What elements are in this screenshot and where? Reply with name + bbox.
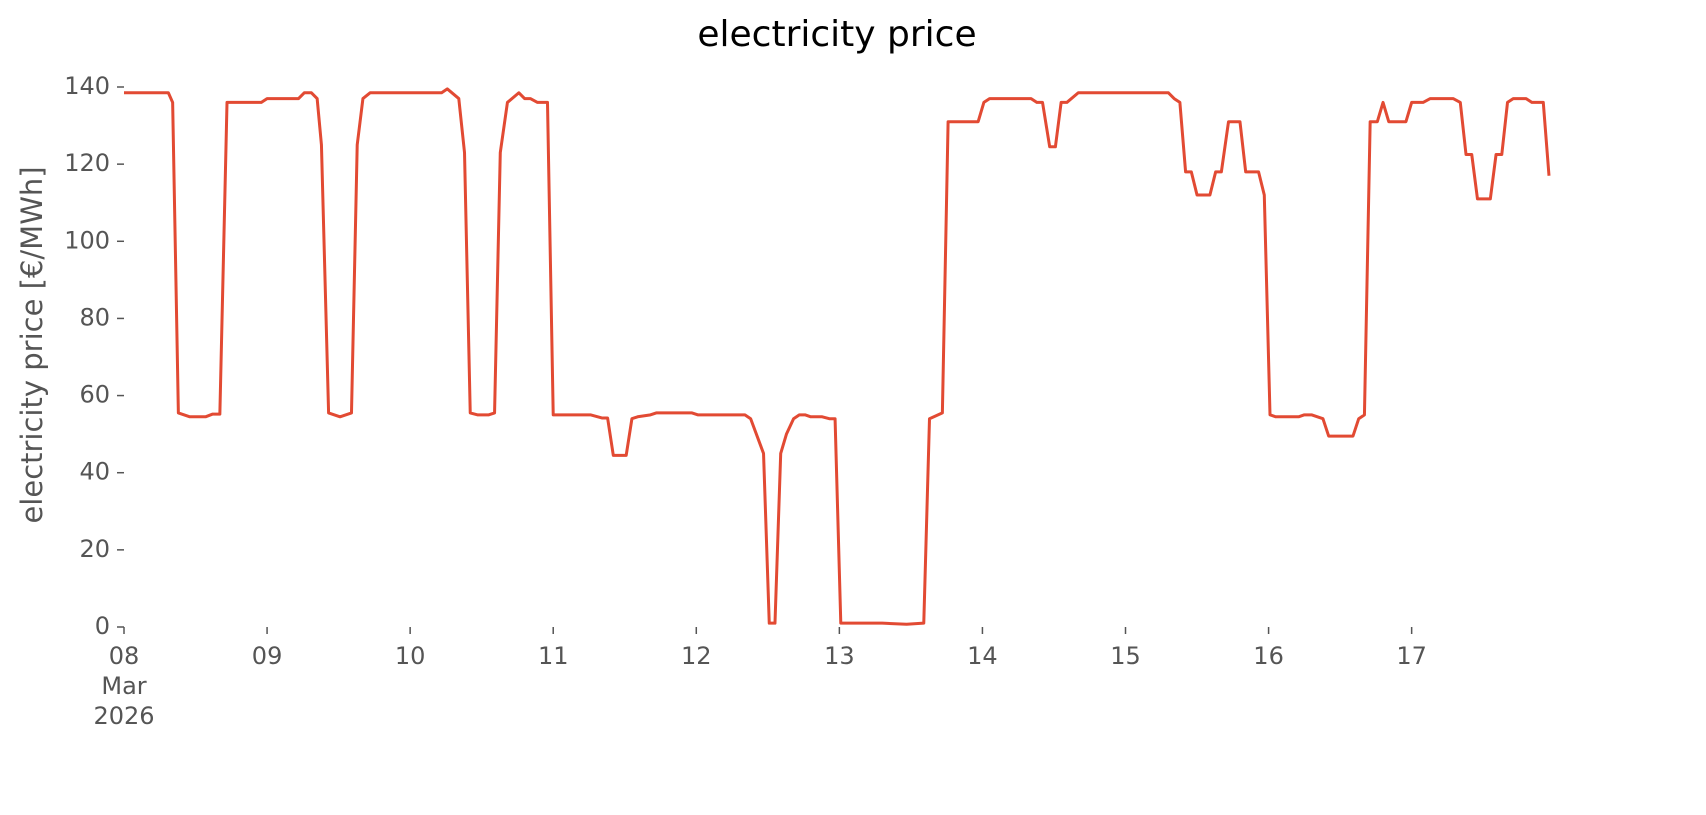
x-tick-label: 12 [681,642,712,670]
y-tick-label: 40 [79,458,110,486]
y-tick-label: 60 [79,381,110,409]
y-tick-label: 140 [64,72,110,100]
x-tick-label: 11 [538,642,569,670]
x-tick-label: 16 [1253,642,1284,670]
y-tick-label: 120 [64,149,110,177]
y-tick-label: 0 [95,612,110,640]
y-axis-label: electricity price [€/MWh] [15,166,49,523]
x-tick-label: 13 [824,642,855,670]
y-tick-label: 100 [64,226,110,254]
x-tick-label: 09 [252,642,283,670]
x-tick-label: 14 [967,642,998,670]
x-tick-label: 17 [1396,642,1427,670]
y-tick-label: 80 [79,303,110,331]
chart-title: electricity price [697,14,976,55]
x-tick-label: 10 [395,642,426,670]
x-tick-label: 08 Mar 2026 [93,642,154,730]
y-tick-label: 20 [79,535,110,563]
x-tick-label: 15 [1110,642,1141,670]
price-line [124,87,1551,626]
